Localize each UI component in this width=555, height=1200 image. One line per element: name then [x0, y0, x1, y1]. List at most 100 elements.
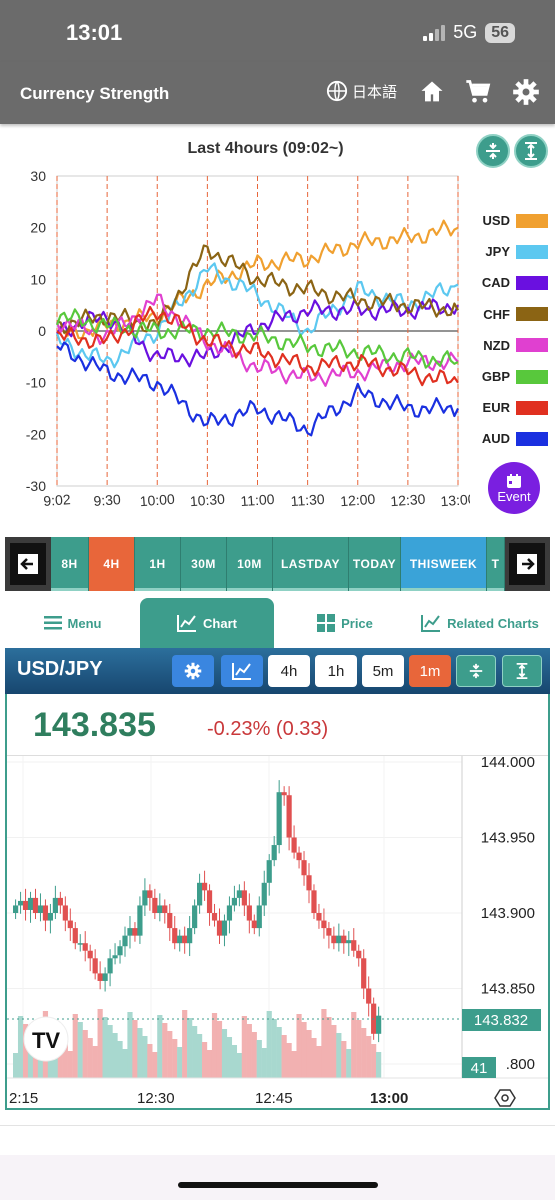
range-tab-thisweek[interactable]: THISWEEK: [401, 537, 487, 591]
volume-bar: [356, 1020, 362, 1078]
price-tick-label: 143.900: [481, 905, 535, 922]
home-icon[interactable]: [418, 78, 446, 106]
interval-4h-button[interactable]: 4h: [268, 655, 310, 687]
chart-settings-icon[interactable]: [494, 1089, 516, 1107]
series-line-jpy: [55, 262, 459, 369]
range-tab-10m[interactable]: 10M: [227, 537, 273, 591]
range-tab-30m[interactable]: 30M: [181, 537, 227, 591]
candle-body: [137, 905, 143, 936]
candle-body: [107, 958, 113, 974]
legend-item-aud[interactable]: AUD: [478, 423, 548, 454]
compress-button[interactable]: [476, 134, 510, 168]
range-tab-1h[interactable]: 1H: [135, 537, 181, 591]
legend-item-gbp[interactable]: GBP: [478, 361, 548, 392]
candle-body: [197, 882, 203, 906]
battery-level: 56: [491, 23, 509, 41]
range-tab-4h[interactable]: 4H: [89, 537, 135, 591]
candle-body: [117, 946, 123, 956]
candle-body: [72, 928, 78, 944]
tab-related-charts[interactable]: Related Charts: [410, 598, 550, 648]
language-button[interactable]: 日本語: [326, 80, 397, 102]
legend-label: AUD: [481, 431, 510, 447]
legend-item-usd[interactable]: USD: [478, 205, 548, 236]
line-chart-icon: [232, 663, 251, 680]
range-next-button[interactable]: [509, 543, 545, 585]
candle-body: [206, 890, 213, 913]
legend-item-cad[interactable]: CAD: [478, 267, 548, 298]
series-line-aud: [56, 341, 459, 437]
chart-settings-button[interactable]: [172, 655, 214, 687]
tab-related-label: Related Charts: [447, 615, 539, 631]
x-tick-label: 13:00: [440, 491, 470, 509]
volume-bar: [201, 1042, 208, 1078]
gear-icon: [184, 662, 202, 680]
volume-bar: [77, 1022, 83, 1078]
gear-icon[interactable]: [512, 78, 540, 106]
x-tick-label: 11:30: [290, 491, 325, 509]
legend-item-eur[interactable]: EUR: [478, 392, 548, 423]
x-tick-label: 12:00: [340, 491, 376, 509]
legend-item-jpy[interactable]: JPY: [478, 236, 548, 267]
volume-bar: [17, 1016, 24, 1078]
volume-bar: [172, 1039, 178, 1078]
tradingview-logo[interactable]: TV: [23, 1016, 69, 1062]
cart-icon[interactable]: [464, 78, 492, 106]
legend-label: EUR: [482, 400, 510, 416]
candle-body: [92, 958, 98, 974]
range-tab-t[interactable]: T: [487, 537, 505, 591]
range-tab-8h[interactable]: 8H: [51, 537, 89, 591]
tab-price[interactable]: Price: [285, 598, 405, 648]
candle-body: [281, 792, 287, 796]
volume-bar: [182, 1010, 188, 1078]
volume-bar: [231, 1045, 238, 1078]
expand-button[interactable]: [514, 134, 548, 168]
volume-bar: [112, 1033, 118, 1078]
candlestick-chart[interactable]: 144.000 143.950 143.900 143.850 .800 143.832…: [7, 756, 548, 1108]
volume-bar: [72, 1014, 78, 1078]
candle-body: [221, 920, 228, 936]
arrow-left-icon: [18, 554, 38, 574]
expand-button[interactable]: [502, 655, 542, 687]
svg-text:TV: TV: [32, 1028, 60, 1053]
candle-body: [97, 973, 103, 981]
y-tick-label: 0: [38, 323, 46, 339]
candle-body: [102, 973, 108, 981]
candle-body: [47, 913, 54, 921]
price-tick-label: .800: [506, 1056, 535, 1073]
candle-body: [306, 875, 312, 891]
candle-body: [321, 920, 327, 929]
volume-bar: [157, 1015, 163, 1078]
legend-item-nzd[interactable]: NZD: [478, 330, 548, 361]
legend-item-chf[interactable]: CHF: [478, 299, 548, 330]
interval-1m-button[interactable]: 1m: [409, 655, 451, 687]
legend-swatch: [516, 338, 548, 353]
volume-bar: [286, 1043, 292, 1078]
volume-bar: [221, 1029, 228, 1078]
interval-5m-button[interactable]: 5m: [362, 655, 404, 687]
event-button[interactable]: Event: [488, 462, 540, 514]
tab-menu[interactable]: Menu: [5, 598, 140, 648]
candle-body: [241, 890, 247, 906]
interval-1h-button[interactable]: 1h: [315, 655, 357, 687]
chart-type-button[interactable]: [221, 655, 263, 687]
candle-body: [216, 920, 223, 936]
volume-bar: [187, 1018, 193, 1078]
tab-chart[interactable]: Chart: [140, 598, 274, 648]
volume-tag: [462, 1057, 496, 1078]
candle-body: [276, 792, 282, 846]
time-tick-label: 13:00: [370, 1090, 408, 1107]
volume-bar: [102, 1017, 108, 1078]
range-prev-button[interactable]: [10, 543, 46, 585]
line-chart-icon: [421, 615, 441, 632]
compress-button[interactable]: [456, 655, 496, 687]
legend-swatch: [516, 307, 548, 322]
range-tab-today[interactable]: TODAY: [349, 537, 401, 591]
candle-body: [17, 900, 24, 906]
range-tab-lastday[interactable]: LASTDAY: [273, 537, 349, 591]
volume-bar: [276, 1027, 282, 1078]
volume-bar: [67, 1051, 73, 1078]
candle-body: [112, 955, 118, 959]
expand-icon: [525, 142, 537, 160]
series-line-eur: [56, 305, 459, 387]
volume-bar: [241, 1016, 247, 1078]
